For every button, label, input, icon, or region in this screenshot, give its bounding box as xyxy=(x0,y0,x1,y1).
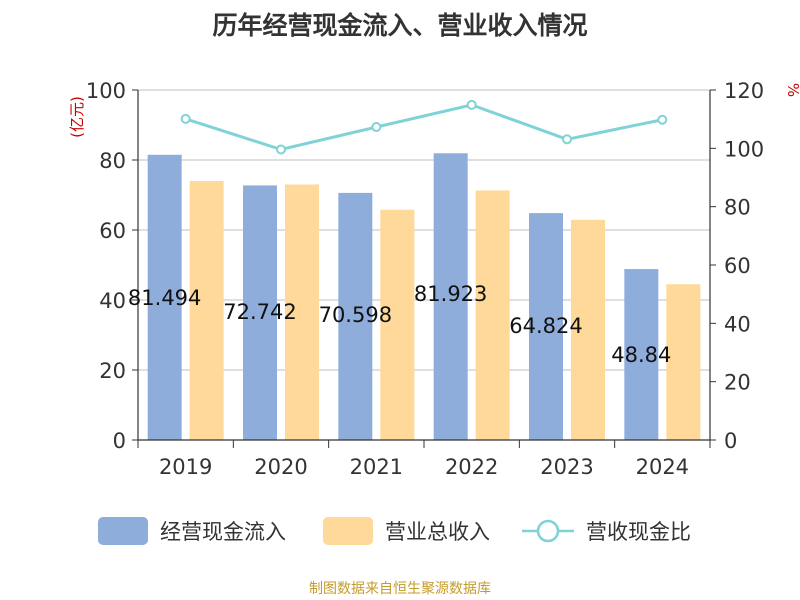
legend-label-revenue: 营业总收入 xyxy=(385,520,490,544)
ratio-point xyxy=(371,122,382,133)
legend-label-ratio: 营收现金比 xyxy=(586,520,691,544)
legend-item-revenue[interactable]: 营业总收入 xyxy=(323,516,490,546)
ratio-point xyxy=(657,114,668,125)
data-labels: 81.494 72.742 70.598 81.923 64.824 48.84 xyxy=(128,282,671,367)
data-label-cash-inflow: 64.824 xyxy=(509,314,582,338)
x-tick-label: 2024 xyxy=(636,455,689,479)
legend-swatch-revenue xyxy=(323,517,373,545)
chart-title: 历年经营现金流入、营业收入情况 xyxy=(212,11,588,40)
bar-cash-inflow xyxy=(433,153,468,440)
y-left-tick-label: 80 xyxy=(99,149,126,173)
legend-swatch-cash-inflow xyxy=(98,517,148,545)
bars xyxy=(147,153,701,440)
ratio-point xyxy=(466,99,477,110)
bar-revenue xyxy=(666,284,701,440)
y-left-tick-label: 40 xyxy=(99,289,126,313)
legend-swatch-ratio xyxy=(522,519,574,543)
legend-label-cash-inflow: 经营现金流入 xyxy=(160,520,286,544)
ratio-line-path xyxy=(185,103,663,152)
x-tick-label: 2020 xyxy=(254,455,307,479)
ratio-point xyxy=(276,144,286,155)
ratio-line xyxy=(180,99,668,155)
bar-revenue xyxy=(380,209,415,440)
y-right-tick-label: 0 xyxy=(724,429,737,453)
y-right-tick-label: 60 xyxy=(724,254,751,278)
bar-cash-inflow xyxy=(529,213,563,440)
data-label-cash-inflow: 81.494 xyxy=(128,286,201,310)
data-label-cash-inflow: 48.84 xyxy=(611,343,671,367)
bar-cash-inflow xyxy=(243,185,277,440)
y-left-tick-label: 100 xyxy=(86,79,126,103)
y-right-axis-title: % xyxy=(784,83,800,97)
y-left-axis-title: (亿元) xyxy=(68,96,86,138)
bar-revenue xyxy=(285,184,319,440)
data-label-cash-inflow: 72.742 xyxy=(223,300,296,324)
x-tick-label: 2019 xyxy=(159,455,212,479)
legend-item-cash-inflow[interactable]: 经营现金流入 xyxy=(98,516,286,546)
bar-cash-inflow xyxy=(147,154,182,440)
bar-revenue xyxy=(571,219,605,440)
legend-item-ratio[interactable]: 营收现金比 xyxy=(522,516,691,546)
y-left-tick-label: 60 xyxy=(99,219,126,243)
y-right-tick-label: 20 xyxy=(724,371,751,395)
x-tick-label: 2021 xyxy=(350,455,403,479)
data-label-cash-inflow: 70.598 xyxy=(319,303,392,327)
y-left-tick-label: 0 xyxy=(113,429,126,453)
bar-cash-inflow xyxy=(338,192,373,440)
bar-revenue xyxy=(475,190,510,440)
ratio-point xyxy=(562,134,572,145)
x-tick-label: 2022 xyxy=(445,455,498,479)
ratio-point xyxy=(180,113,191,124)
legend: 经营现金流入 营业总收入 营收现金比 xyxy=(0,516,800,552)
axes: 0 20 40 60 80 100 0 20 40 60 80 100 120 (亿元)% 2019 2020… xyxy=(68,79,800,479)
data-label-cash-inflow: 81.923 xyxy=(414,282,487,306)
bar-revenue xyxy=(189,181,224,440)
y-right-tick-label: 80 xyxy=(724,196,751,220)
y-right-tick-label: 40 xyxy=(724,312,751,336)
bar-cash-inflow xyxy=(624,269,659,440)
y-left-tick-label: 20 xyxy=(99,359,126,383)
grid-lines xyxy=(138,89,710,371)
y-right-tick-label: 100 xyxy=(724,137,764,161)
source-note: 制图数据来自恒生聚源数据库 xyxy=(309,581,491,597)
x-tick-label: 2023 xyxy=(540,455,593,479)
y-right-tick-label: 120 xyxy=(724,79,764,103)
